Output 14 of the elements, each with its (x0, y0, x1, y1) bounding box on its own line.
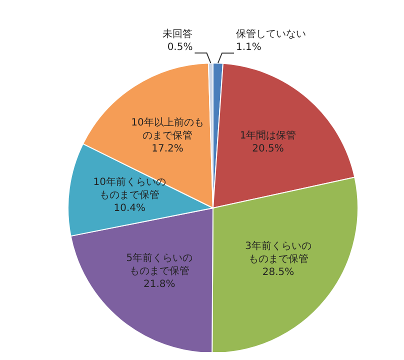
data-label: 20.5% (252, 143, 284, 154)
slice-label: 5年前くらいのものまで保管 (126, 252, 193, 277)
slice-label: 10年以上前のものまで保管 (131, 116, 204, 142)
slice-label: 3年前くらいのものまで保管 (245, 240, 312, 265)
data-label: 21.8% (144, 278, 176, 290)
slice-label: 保管していない (236, 29, 306, 40)
data-label: 17.2% (152, 143, 184, 154)
data-label: 0.5% (167, 42, 193, 54)
data-label: 10.4% (114, 202, 146, 214)
slice-label: 未回答 (162, 28, 193, 40)
slice-label: 1年間は保管 (240, 129, 296, 142)
slice-label: 10年前くらいのものまで保管 (93, 176, 166, 201)
data-label: 1.1% (236, 42, 262, 54)
data-label: 28.5% (262, 266, 294, 278)
